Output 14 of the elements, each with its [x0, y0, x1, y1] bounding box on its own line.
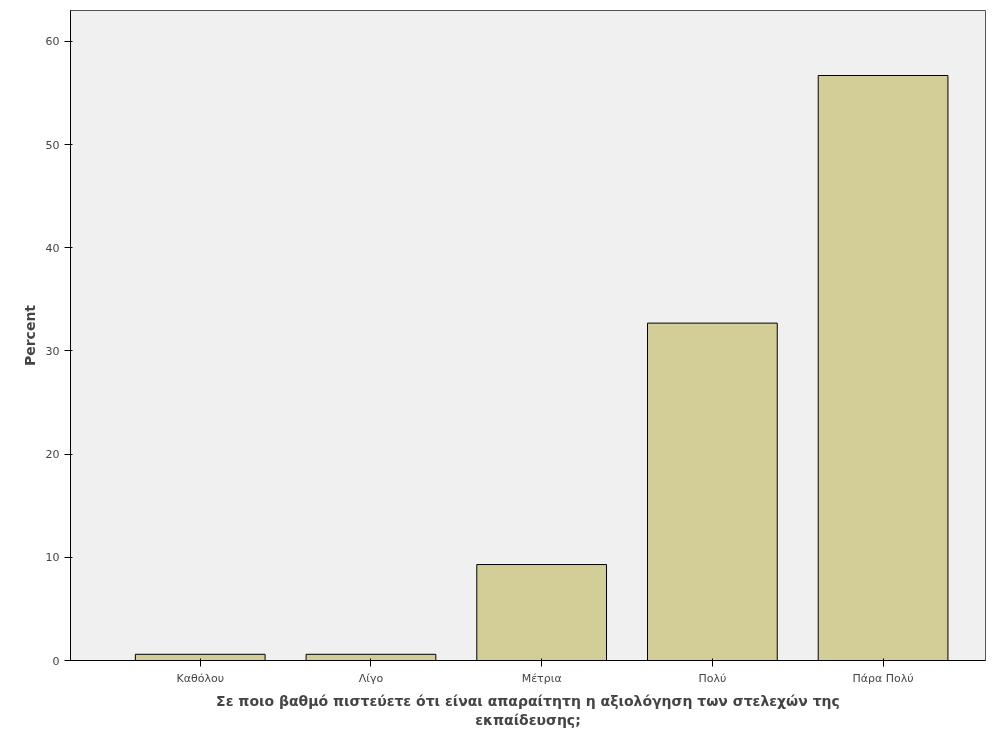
y-tick-label: 0	[52, 654, 60, 668]
x-tick-label: Πάρα Πολύ	[852, 671, 914, 685]
x-axis-title: Σε ποιο βαθμό πιστεύετε ότι είναι απαραίτητη η αξιολόγηση των στελεχών της εκπαίδευσης;	[216, 692, 840, 728]
y-tick-label: 50	[45, 138, 60, 152]
y-tick-label: 30	[45, 344, 60, 358]
x-tick-label: Πολύ	[698, 671, 727, 685]
y-tick-label: 60	[45, 35, 60, 49]
x-tick-label: Καθόλου	[176, 671, 225, 685]
x-tick-label: Μέτρια	[521, 671, 562, 685]
y-axis-title: Percent	[21, 304, 38, 367]
y-tick-label: 40	[45, 241, 60, 255]
x-tick-label: Λίγο	[358, 671, 384, 685]
y-tick-label: 10	[45, 551, 60, 565]
y-tick-label: 20	[45, 448, 60, 462]
